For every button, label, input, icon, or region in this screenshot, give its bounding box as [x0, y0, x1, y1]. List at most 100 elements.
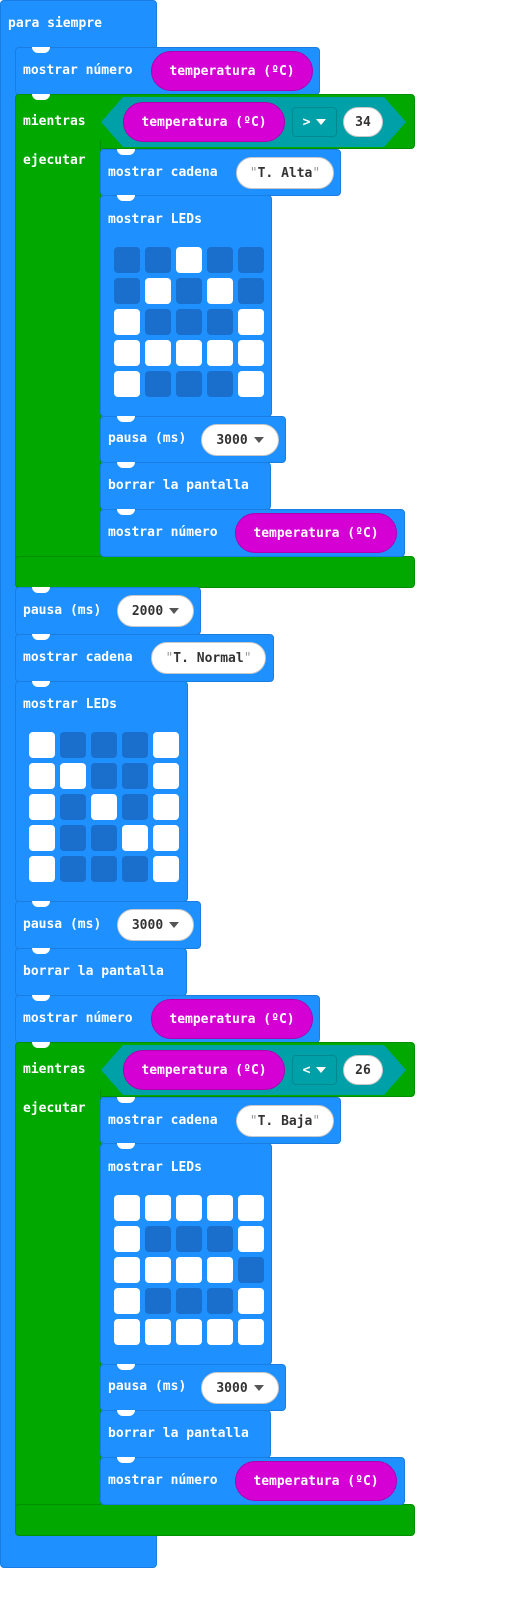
led-cell[interactable] — [60, 794, 86, 820]
led-cell[interactable] — [145, 309, 171, 335]
led-cell[interactable] — [238, 247, 264, 273]
led-cell[interactable] — [207, 340, 233, 366]
led-cell[interactable] — [176, 340, 202, 366]
string-input[interactable]: " T. Baja " — [236, 1105, 334, 1137]
string-input[interactable]: " T. Alta " — [236, 157, 334, 189]
pause-dropdown[interactable]: 3000 — [201, 424, 279, 456]
led-cell[interactable] — [207, 309, 233, 335]
led-cell[interactable] — [207, 1195, 233, 1221]
led-cell[interactable] — [238, 1226, 264, 1252]
led-cell[interactable] — [29, 856, 55, 882]
led-cell[interactable] — [207, 371, 233, 397]
led-cell[interactable] — [238, 1195, 264, 1221]
led-cell[interactable] — [114, 278, 140, 304]
led-cell[interactable] — [176, 1195, 202, 1221]
operator-dropdown[interactable]: > — [292, 107, 337, 137]
led-cell[interactable] — [122, 825, 148, 851]
led-cell[interactable] — [238, 278, 264, 304]
led-cell[interactable] — [145, 340, 171, 366]
led-cell[interactable] — [60, 825, 86, 851]
led-cell[interactable] — [207, 278, 233, 304]
led-cell[interactable] — [207, 1288, 233, 1314]
led-cell[interactable] — [238, 340, 264, 366]
led-cell[interactable] — [60, 856, 86, 882]
led-cell[interactable] — [153, 763, 179, 789]
led-cell[interactable] — [238, 309, 264, 335]
pause-dropdown[interactable]: 3000 — [201, 1372, 279, 1404]
operator-dropdown[interactable]: < — [292, 1055, 337, 1085]
led-cell[interactable] — [153, 732, 179, 758]
temperature-reporter[interactable]: temperatura (ºC) — [123, 1050, 285, 1090]
led-cell[interactable] — [122, 794, 148, 820]
led-cell[interactable] — [145, 371, 171, 397]
led-cell[interactable] — [238, 371, 264, 397]
led-cell[interactable] — [176, 1319, 202, 1345]
led-cell[interactable] — [60, 763, 86, 789]
temperature-reporter[interactable]: temperatura (ºC) — [151, 999, 313, 1039]
temperature-reporter[interactable]: temperatura (ºC) — [235, 513, 397, 553]
led-cell[interactable] — [238, 1257, 264, 1283]
led-cell[interactable] — [145, 1257, 171, 1283]
led-cell[interactable] — [207, 247, 233, 273]
led-cell[interactable] — [29, 763, 55, 789]
threshold-value[interactable]: 26 — [343, 1055, 383, 1085]
led-cell[interactable] — [91, 794, 117, 820]
led-cell[interactable] — [145, 1195, 171, 1221]
string-input[interactable]: " T. Normal " — [151, 642, 266, 674]
clear-screen-block[interactable] — [15, 948, 187, 996]
led-cell[interactable] — [29, 794, 55, 820]
led-cell[interactable] — [176, 1288, 202, 1314]
led-cell[interactable] — [153, 825, 179, 851]
led-cell[interactable] — [176, 371, 202, 397]
led-cell[interactable] — [91, 732, 117, 758]
led-grid[interactable] — [114, 1195, 264, 1345]
led-grid[interactable] — [29, 732, 179, 882]
led-cell[interactable] — [29, 732, 55, 758]
temperature-reporter[interactable]: temperatura (ºC) — [235, 1461, 397, 1501]
led-cell[interactable] — [122, 763, 148, 789]
led-cell[interactable] — [207, 1257, 233, 1283]
led-grid[interactable] — [114, 247, 264, 397]
led-cell[interactable] — [145, 247, 171, 273]
led-cell[interactable] — [207, 1319, 233, 1345]
led-cell[interactable] — [114, 1288, 140, 1314]
led-cell[interactable] — [114, 1319, 140, 1345]
led-cell[interactable] — [176, 309, 202, 335]
show-string-label: mostrar cadena — [23, 650, 133, 665]
led-cell[interactable] — [207, 1226, 233, 1252]
led-cell[interactable] — [145, 1319, 171, 1345]
led-cell[interactable] — [91, 763, 117, 789]
led-cell[interactable] — [114, 1257, 140, 1283]
led-cell[interactable] — [122, 856, 148, 882]
led-cell[interactable] — [114, 1226, 140, 1252]
led-cell[interactable] — [176, 278, 202, 304]
led-cell[interactable] — [114, 340, 140, 366]
led-cell[interactable] — [145, 1288, 171, 1314]
led-cell[interactable] — [114, 1195, 140, 1221]
led-cell[interactable] — [60, 732, 86, 758]
pause-dropdown[interactable]: 3000 — [117, 909, 194, 941]
led-cell[interactable] — [114, 247, 140, 273]
led-cell[interactable] — [176, 1226, 202, 1252]
led-cell[interactable] — [122, 732, 148, 758]
led-cell[interactable] — [176, 247, 202, 273]
chevron-down-icon — [169, 922, 180, 928]
led-cell[interactable] — [91, 856, 117, 882]
pause-dropdown[interactable]: 2000 — [117, 595, 194, 627]
led-cell[interactable] — [238, 1288, 264, 1314]
pause-label: pausa (ms) — [23, 917, 102, 932]
led-cell[interactable] — [153, 856, 179, 882]
clear-screen-block[interactable] — [100, 462, 271, 510]
led-cell[interactable] — [91, 825, 117, 851]
led-cell[interactable] — [153, 794, 179, 820]
led-cell[interactable] — [238, 1319, 264, 1345]
temperature-reporter[interactable]: temperatura (ºC) — [151, 51, 313, 91]
led-cell[interactable] — [176, 1257, 202, 1283]
led-cell[interactable] — [145, 278, 171, 304]
threshold-value[interactable]: 34 — [343, 107, 383, 137]
led-cell[interactable] — [29, 825, 55, 851]
temperature-reporter[interactable]: temperatura (ºC) — [123, 102, 285, 142]
led-cell[interactable] — [114, 371, 140, 397]
led-cell[interactable] — [145, 1226, 171, 1252]
led-cell[interactable] — [114, 309, 140, 335]
